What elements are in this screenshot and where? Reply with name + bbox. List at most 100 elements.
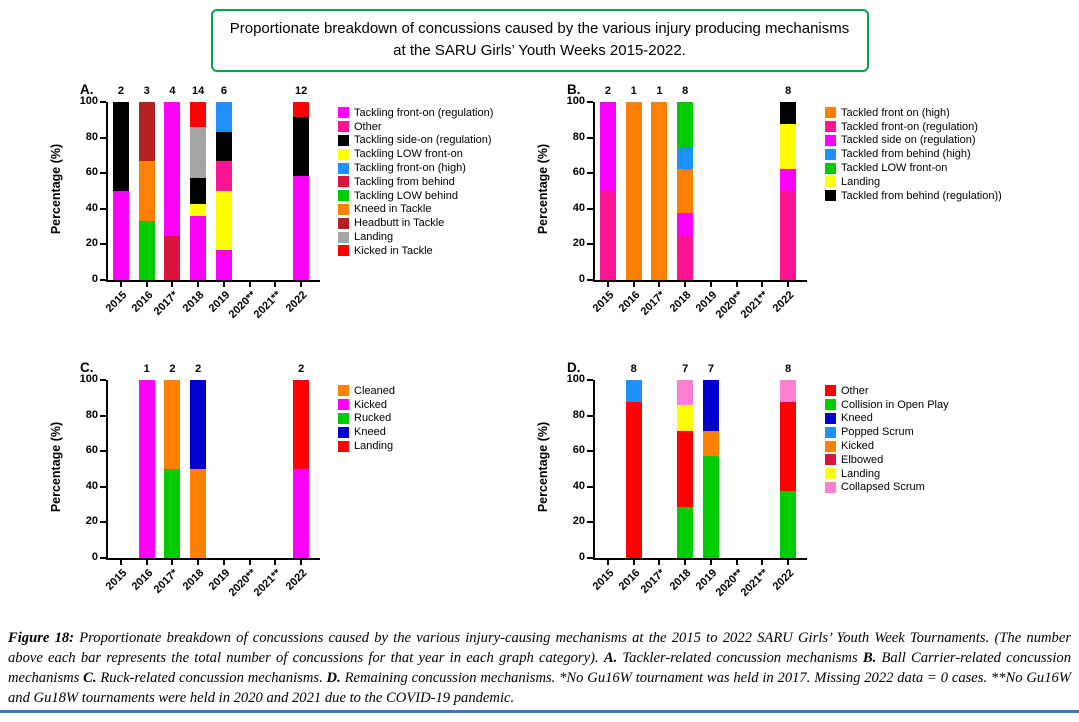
x-tick-mark: [248, 560, 251, 565]
caption-run: Ball Carrier-related concussion mechanis…: [8, 649, 1071, 686]
caption-run: Proportionate breakdown of concussions c…: [8, 630, 1072, 666]
legend-item: Rucked: [338, 412, 395, 426]
y-tick-label: 20: [572, 237, 585, 250]
caption-run: D.: [326, 669, 345, 686]
legend-item: Elbowed: [825, 453, 949, 467]
caption-run: Remaining concussion mechanisms. *No Gu1…: [8, 669, 1071, 706]
y-tick-label: 80: [85, 130, 98, 143]
bar-segment: [599, 102, 616, 191]
y-tick-label: 100: [79, 373, 98, 385]
bar-count: 1: [143, 363, 150, 375]
legend-item: Tackled LOW front-on: [825, 161, 1002, 175]
x-axis: [593, 280, 807, 282]
figure-title-line1: Proportionate breakdown of concussions c…: [229, 20, 850, 37]
legend-swatch: [825, 454, 836, 466]
legend-item: Kicked in Tackle: [338, 244, 493, 258]
y-axis: [593, 102, 595, 282]
y-tick-label: 80: [572, 408, 585, 421]
y-tick-mark: [587, 450, 593, 453]
bar-segment: [164, 102, 181, 236]
bar-segment: [164, 380, 181, 469]
bar-segment: [599, 191, 616, 280]
legend-item: Popped Scrum: [825, 425, 949, 439]
y-tick-mark: [100, 101, 106, 103]
bar-segment: [625, 402, 642, 558]
y-tick-mark: [100, 450, 106, 453]
y-axis: [106, 380, 108, 560]
legend-item: Tackling LOW front-on: [338, 147, 493, 161]
bar-segment: [780, 402, 797, 492]
bar-segment: [625, 102, 642, 280]
y-tick-mark: [100, 557, 106, 559]
legend-label: Tackled from behind (high): [841, 148, 971, 161]
y-tick-mark: [587, 136, 593, 139]
y-tick-label: 80: [85, 408, 98, 421]
bar-count: 2: [117, 85, 124, 97]
y-tick-label: 100: [79, 95, 98, 107]
x-tick-mark: [735, 282, 738, 287]
legend-item: Landing: [338, 230, 493, 244]
x-tick-mark: [274, 282, 277, 287]
x-tick-mark: [119, 282, 122, 287]
charts-grid: A. Percentage (%) 0 20 40 60 80 100 2015 2 2016 3 20…: [8, 72, 1079, 628]
legend-item: Tackled front on (high): [825, 106, 1002, 120]
bar-segment: [190, 216, 207, 280]
bar-segment: [677, 507, 694, 558]
x-tick-mark: [274, 560, 277, 565]
legend-item: Other: [338, 120, 493, 134]
bar-segment: [190, 203, 207, 217]
y-axis-title: Percentage (%): [536, 143, 550, 235]
bar-segment: [780, 124, 797, 169]
legend-swatch: [825, 399, 836, 411]
legend-label: Tackled front-on (regulation): [841, 120, 978, 133]
x-axis: [106, 558, 320, 560]
legend-swatch: [825, 426, 836, 438]
legend-swatch: [825, 107, 836, 119]
bar-count: 2: [298, 363, 305, 375]
x-tick-mark: [735, 560, 738, 565]
bar-segment: [215, 131, 232, 162]
legend-item: Tackled from behind (high): [825, 147, 1002, 161]
x-tick-mark: [145, 282, 148, 287]
legend-label: Tackling LOW front-on: [354, 148, 463, 161]
y-tick-mark: [100, 414, 106, 417]
legend-swatch: [825, 134, 836, 146]
bar-segment: [164, 235, 181, 280]
legend-item: Landing: [825, 175, 1002, 189]
legend-item: Other: [825, 384, 949, 398]
legend-swatch: [825, 481, 836, 493]
x-tick-mark: [761, 282, 764, 287]
legend-swatch: [825, 190, 836, 202]
legend-label: Tackled from behind (regulation)): [841, 189, 1002, 202]
legend-label: Cleaned: [354, 384, 395, 397]
y-tick-mark: [587, 521, 593, 524]
y-tick-label: 40: [85, 201, 98, 214]
legend-swatch: [338, 440, 349, 452]
bar-segment: [677, 102, 694, 147]
legend-swatch: [338, 203, 349, 215]
caption-run: Tackler-related concussion mechanisms: [622, 649, 863, 666]
bar-segment: [702, 430, 719, 457]
legend-label: Other: [841, 384, 869, 397]
x-tick-mark: [709, 560, 712, 565]
y-tick-label: 40: [572, 201, 585, 214]
legend-label: Rucked: [354, 412, 392, 425]
legend-label: Headbutt in Tackle: [354, 217, 445, 230]
bar-segment: [625, 380, 642, 403]
legend-swatch: [825, 385, 836, 397]
bar-segment: [780, 491, 797, 558]
legend-label: Popped Scrum: [841, 426, 914, 439]
legend-label: Landing: [354, 440, 394, 453]
bar-count: 1: [630, 85, 637, 97]
bar-segment: [677, 213, 694, 236]
bar-segment: [677, 430, 694, 508]
y-tick-mark: [587, 279, 593, 281]
legend-item: Kicked: [338, 398, 395, 412]
x-tick-mark: [684, 282, 687, 287]
legend-swatch: [825, 412, 836, 424]
y-axis-title: Percentage (%): [536, 421, 550, 513]
x-tick-mark: [709, 282, 712, 287]
y-tick-label: 60: [572, 444, 585, 457]
figure-title-box: Proportionate breakdown of concussions c…: [210, 9, 869, 72]
legend-swatch: [825, 468, 836, 480]
